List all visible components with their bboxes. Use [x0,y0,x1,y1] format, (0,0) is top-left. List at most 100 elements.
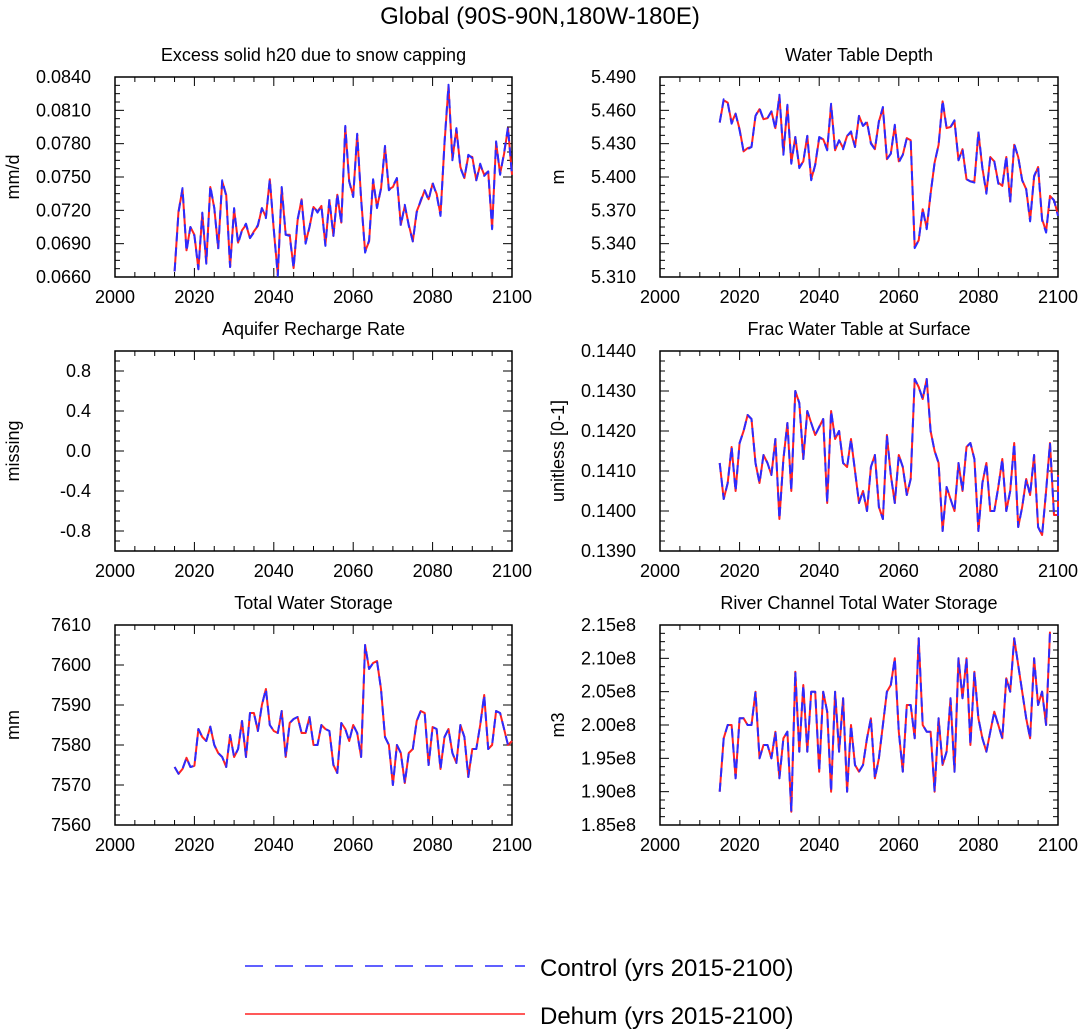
y-tick-label: 0.0720 [36,200,91,220]
x-tick-label: 2060 [879,561,919,581]
y-tick-label: 0.0 [66,441,91,461]
panel-3: Aquifer Recharge Rate missing 2000 2020 2040… [3,319,532,581]
panel-title: River Channel Total Water Storage [720,593,997,613]
x-tick-label: 2040 [254,835,294,855]
x-tick-label: 2100 [1038,561,1078,581]
panel-5: Total Water Storage mm 2000 2020 2040 2060 208… [3,593,532,855]
y-tick-label: 5.490 [591,67,636,87]
plot-frame [114,76,513,278]
x-tick-label: 2040 [254,287,294,307]
y-tick-label: 2.15e8 [581,615,636,635]
y-axis-label: mm [3,710,23,740]
y-tick-label: 7600 [51,655,91,675]
y-tick-label: 0.8 [66,361,91,381]
y-tick-label: 5.310 [591,267,636,287]
y-tick-label: -0.8 [60,521,91,541]
y-axis-label: m3 [548,712,568,737]
y-tick-label: 2.00e8 [581,715,636,735]
y-tick-label: 0.1400 [581,501,636,521]
x-tick-label: 2080 [958,287,998,307]
x-tick-label: 2000 [95,561,135,581]
x-tick-label: 2020 [174,835,214,855]
x-tick-label: 2100 [1038,835,1078,855]
x-tick-label: 2020 [174,287,214,307]
panel-title: Excess solid h20 due to snow capping [161,45,466,65]
plot-frame [659,76,1059,278]
series-line-control [718,93,1059,250]
x-tick-label: 2060 [879,287,919,307]
y-tick-label: 0.0750 [36,167,91,187]
y-tick-label: 5.460 [591,100,636,120]
panel-title: Frac Water Table at Surface [747,319,970,339]
series-line-dehum [718,631,1051,813]
y-tick-label: 0.0690 [36,234,91,254]
y-tick-label: 7610 [51,615,91,635]
y-tick-label: 0.0660 [36,267,91,287]
panel-2: Water Table Depth m 2000 2020 2040 2060 2080 21… [548,45,1078,307]
panel-title: Aquifer Recharge Rate [222,319,405,339]
x-tick-label: 2100 [492,287,532,307]
legend-dehum-label: Dehum (yrs 2015-2100) [540,1003,793,1029]
y-tick-label: 0.1410 [581,461,636,481]
y-tick-label: 7570 [51,775,91,795]
series-line-control [718,378,1059,536]
x-tick-label: 2080 [958,561,998,581]
y-axis-label: m [548,170,568,185]
x-tick-label: 2000 [640,561,680,581]
y-tick-label: -0.4 [60,481,91,501]
series-line-dehum [718,94,1059,248]
x-tick-label: 2020 [720,835,760,855]
x-tick-label: 2100 [492,561,532,581]
series-line-control [173,83,513,277]
legend: Control (yrs 2015-2100) Dehum (yrs 2015-… [245,955,793,1029]
y-tick-label: 1.90e8 [581,782,636,802]
x-tick-label: 2080 [413,287,453,307]
series-line-dehum [173,84,513,276]
y-tick-label: 0.1430 [581,381,636,401]
y-axis-label: missing [3,420,23,481]
y-tick-label: 7560 [51,815,91,835]
x-tick-label: 2040 [799,561,839,581]
x-tick-label: 2060 [333,287,373,307]
x-tick-label: 2020 [720,561,760,581]
x-tick-label: 2040 [799,835,839,855]
panel-title: Water Table Depth [785,45,933,65]
x-tick-label: 2020 [720,287,760,307]
panel-4: Frac Water Table at Surface unitless [0-1… [548,319,1078,581]
y-axis-label: mm/d [3,155,23,200]
x-tick-label: 2040 [254,561,294,581]
y-tick-label: 5.340 [591,234,636,254]
y-tick-label: 0.4 [66,401,91,421]
plot-frame [114,350,513,552]
plot-frame [659,350,1059,552]
series-line-control [173,644,513,786]
plot-frame [114,624,513,826]
y-tick-label: 0.1420 [581,421,636,441]
x-tick-label: 2000 [95,835,135,855]
y-tick-label: 7580 [51,735,91,755]
x-tick-label: 2080 [958,835,998,855]
series-line-control [718,631,1051,813]
y-tick-label: 1.85e8 [581,815,636,835]
y-axis-label: unitless [0-1] [548,400,568,502]
x-tick-label: 2100 [1038,287,1078,307]
y-tick-label: 5.400 [591,167,636,187]
x-tick-label: 2080 [413,561,453,581]
panel-title: Total Water Storage [234,593,392,613]
y-tick-label: 1.95e8 [581,748,636,768]
x-tick-label: 2080 [413,835,453,855]
x-tick-label: 2100 [492,835,532,855]
y-tick-label: 2.10e8 [581,648,636,668]
y-tick-label: 0.0840 [36,67,91,87]
x-tick-label: 2060 [879,835,919,855]
x-tick-label: 2020 [174,561,214,581]
panel-6: River Channel Total Water Storage m3 2000 2… [548,593,1078,855]
legend-control-label: Control (yrs 2015-2100) [540,955,793,982]
x-tick-label: 2000 [95,287,135,307]
x-tick-label: 2000 [640,287,680,307]
panels: Excess solid h20 due to snow capping mm/d… [3,45,1078,855]
y-tick-label: 5.370 [591,200,636,220]
x-tick-label: 2060 [333,561,373,581]
x-tick-label: 2000 [640,835,680,855]
